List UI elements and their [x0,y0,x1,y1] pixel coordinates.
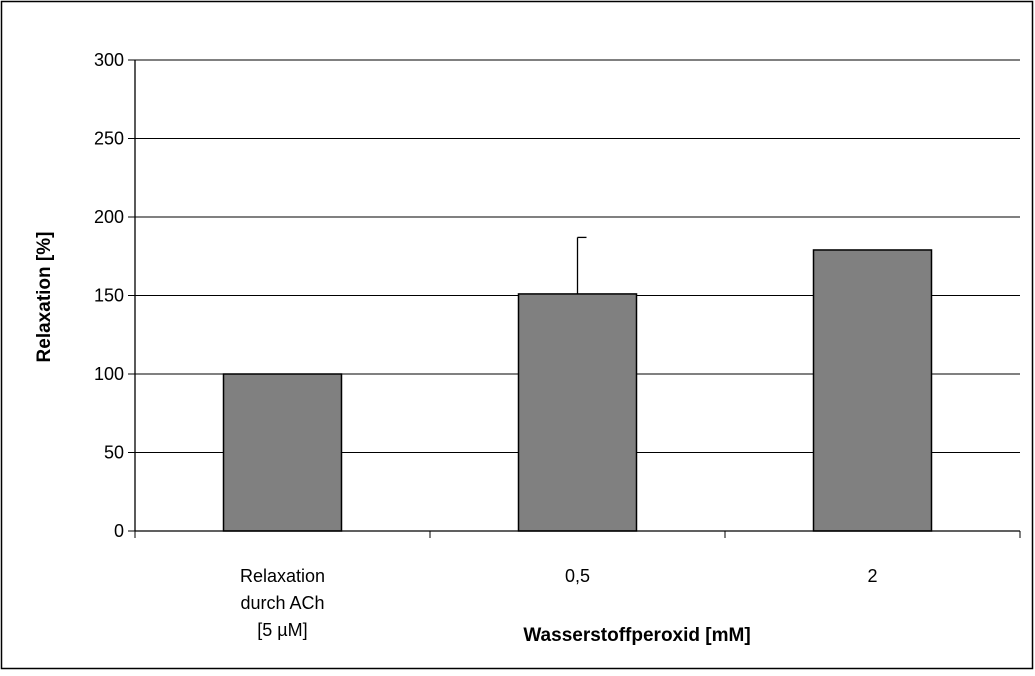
y-tick-label: 150 [94,286,124,306]
y-tick-labels: 0 50 100 150 200 250 300 [94,50,124,541]
x-category-label: [5 µM] [257,620,307,640]
y-tick-label: 100 [94,364,124,384]
y-tick-label: 200 [94,207,124,227]
axes [128,59,1021,538]
bar [222,373,343,532]
x-category-label: Relaxation [240,566,325,586]
x-category-labels: Relaxation durch ACh [5 µM] 0,5 2 [240,566,878,640]
bars [222,249,933,532]
bar [517,293,638,532]
x-category-label: 2 [867,566,877,586]
y-tick-label: 250 [94,129,124,149]
x-category-label: 0,5 [565,566,590,586]
x-category-label: durch ACh [240,593,324,613]
y-tick-label: 0 [114,521,124,541]
y-tick-label: 50 [104,443,124,463]
y-axis-title: Relaxation [%] [34,232,55,363]
y-tick-label: 300 [94,50,124,70]
error-bars [576,236,587,294]
bar [812,249,933,532]
x-axis-title: Wasserstoffperoxid [mM] [523,625,750,646]
